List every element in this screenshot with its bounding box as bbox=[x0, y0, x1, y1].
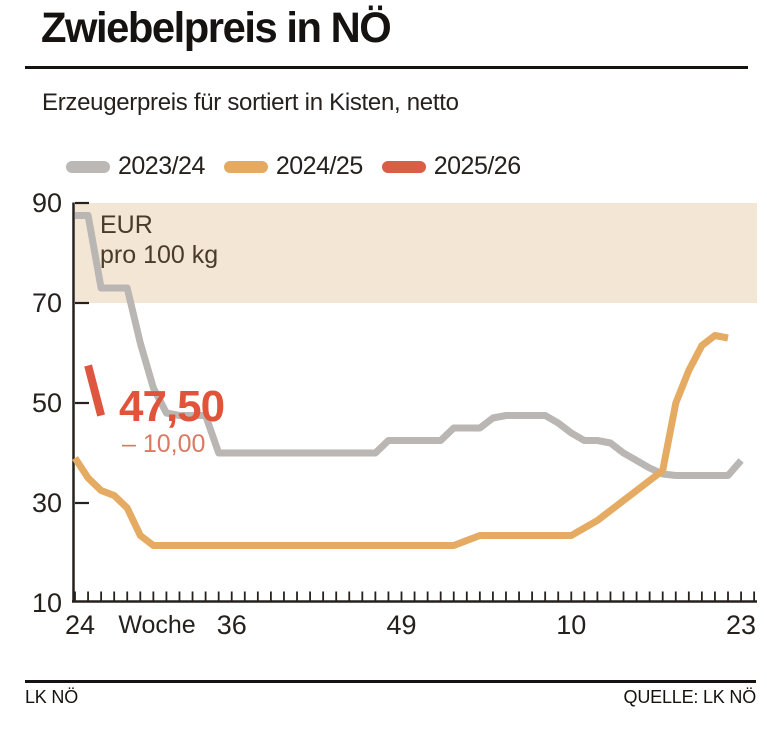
title-divider bbox=[25, 66, 748, 69]
series-line-2023-24 bbox=[75, 212, 744, 479]
y-tick-label: 90 bbox=[32, 188, 62, 218]
legend-label-2023-24: 2023/24 bbox=[118, 152, 205, 180]
chart-subtitle: Erzeugerpreis für sortiert in Kisten, ne… bbox=[42, 89, 459, 116]
x-tick-label: 49 bbox=[386, 610, 416, 640]
x-axis-ticks bbox=[74, 591, 756, 601]
y-axis-labels: 90 70 50 30 10 bbox=[32, 188, 62, 618]
legend-item-2023-24: 2023/24 bbox=[66, 152, 205, 181]
y-axis-ticks bbox=[75, 201, 89, 505]
series-line-2025-26 bbox=[84, 364, 105, 417]
x-tick-label: 24 bbox=[65, 610, 95, 640]
y-tick-label: 70 bbox=[32, 288, 62, 318]
legend-swatch-2024-25-icon bbox=[223, 160, 268, 173]
x-axis-title: Woche bbox=[118, 611, 195, 639]
x-axis-labels: 24 36 49 10 23 bbox=[65, 610, 756, 640]
series-line-2024-25 bbox=[72, 332, 729, 549]
y-tick-label: 30 bbox=[32, 488, 62, 518]
price-change-label: – 10,00 bbox=[122, 430, 205, 458]
footer-source-left: LK NÖ bbox=[25, 687, 79, 707]
unit-label-line1: EUR bbox=[100, 211, 153, 239]
highlight-band bbox=[75, 203, 757, 303]
legend: 2023/24 2024/25 2025/26 bbox=[66, 152, 540, 181]
legend-label-2024-25: 2024/25 bbox=[275, 152, 363, 180]
legend-swatch-2025-26-icon bbox=[381, 160, 426, 173]
footer-divider bbox=[25, 680, 756, 683]
legend-label-2025-26: 2025/26 bbox=[433, 152, 521, 180]
unit-label-line2: pro 100 kg bbox=[100, 241, 218, 269]
x-tick-label: 36 bbox=[217, 610, 247, 640]
page-title: Zwiebelpreis in NÖ bbox=[41, 4, 392, 52]
y-tick-label: 50 bbox=[32, 388, 62, 418]
footer-source-right: QUELLE: LK NÖ bbox=[623, 687, 757, 707]
legend-swatch-2023-24-icon bbox=[66, 160, 110, 173]
x-tick-label: 10 bbox=[556, 610, 586, 640]
legend-item-2024-25: 2024/25 bbox=[223, 152, 363, 181]
y-tick-label: 10 bbox=[32, 588, 62, 618]
x-tick-label: 23 bbox=[726, 610, 756, 640]
current-price-label: 47,50 bbox=[119, 382, 224, 431]
legend-item-2025-26: 2025/26 bbox=[381, 152, 521, 181]
